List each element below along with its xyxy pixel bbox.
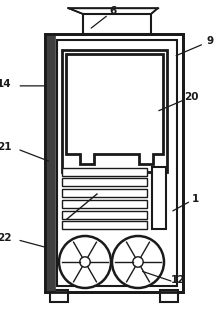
Bar (62, 189, 147, 197)
Text: 14: 14 (0, 79, 12, 89)
Text: 1: 1 (192, 194, 199, 204)
Bar (45, 34, 183, 292)
Bar (62, 168, 147, 176)
Bar (160, 290, 178, 302)
Text: 12: 12 (171, 275, 185, 285)
Bar (62, 50, 167, 172)
Circle shape (112, 236, 164, 288)
Bar (68, 56, 161, 152)
Circle shape (133, 257, 143, 267)
Circle shape (80, 257, 90, 267)
Text: 6: 6 (109, 6, 117, 16)
Bar (62, 211, 147, 219)
Bar (45, 34, 55, 292)
Text: 21: 21 (0, 143, 12, 152)
Text: 9: 9 (207, 36, 214, 45)
Bar (152, 167, 166, 229)
Bar (83, 14, 151, 34)
Bar (62, 200, 147, 208)
Polygon shape (68, 8, 158, 14)
Text: 22: 22 (0, 233, 12, 243)
Bar (50, 290, 68, 302)
Polygon shape (66, 54, 163, 164)
Bar (62, 178, 147, 186)
Bar (62, 221, 147, 229)
Bar (57, 40, 177, 286)
Bar (45, 34, 183, 292)
Text: 20: 20 (184, 92, 198, 102)
Circle shape (59, 236, 111, 288)
